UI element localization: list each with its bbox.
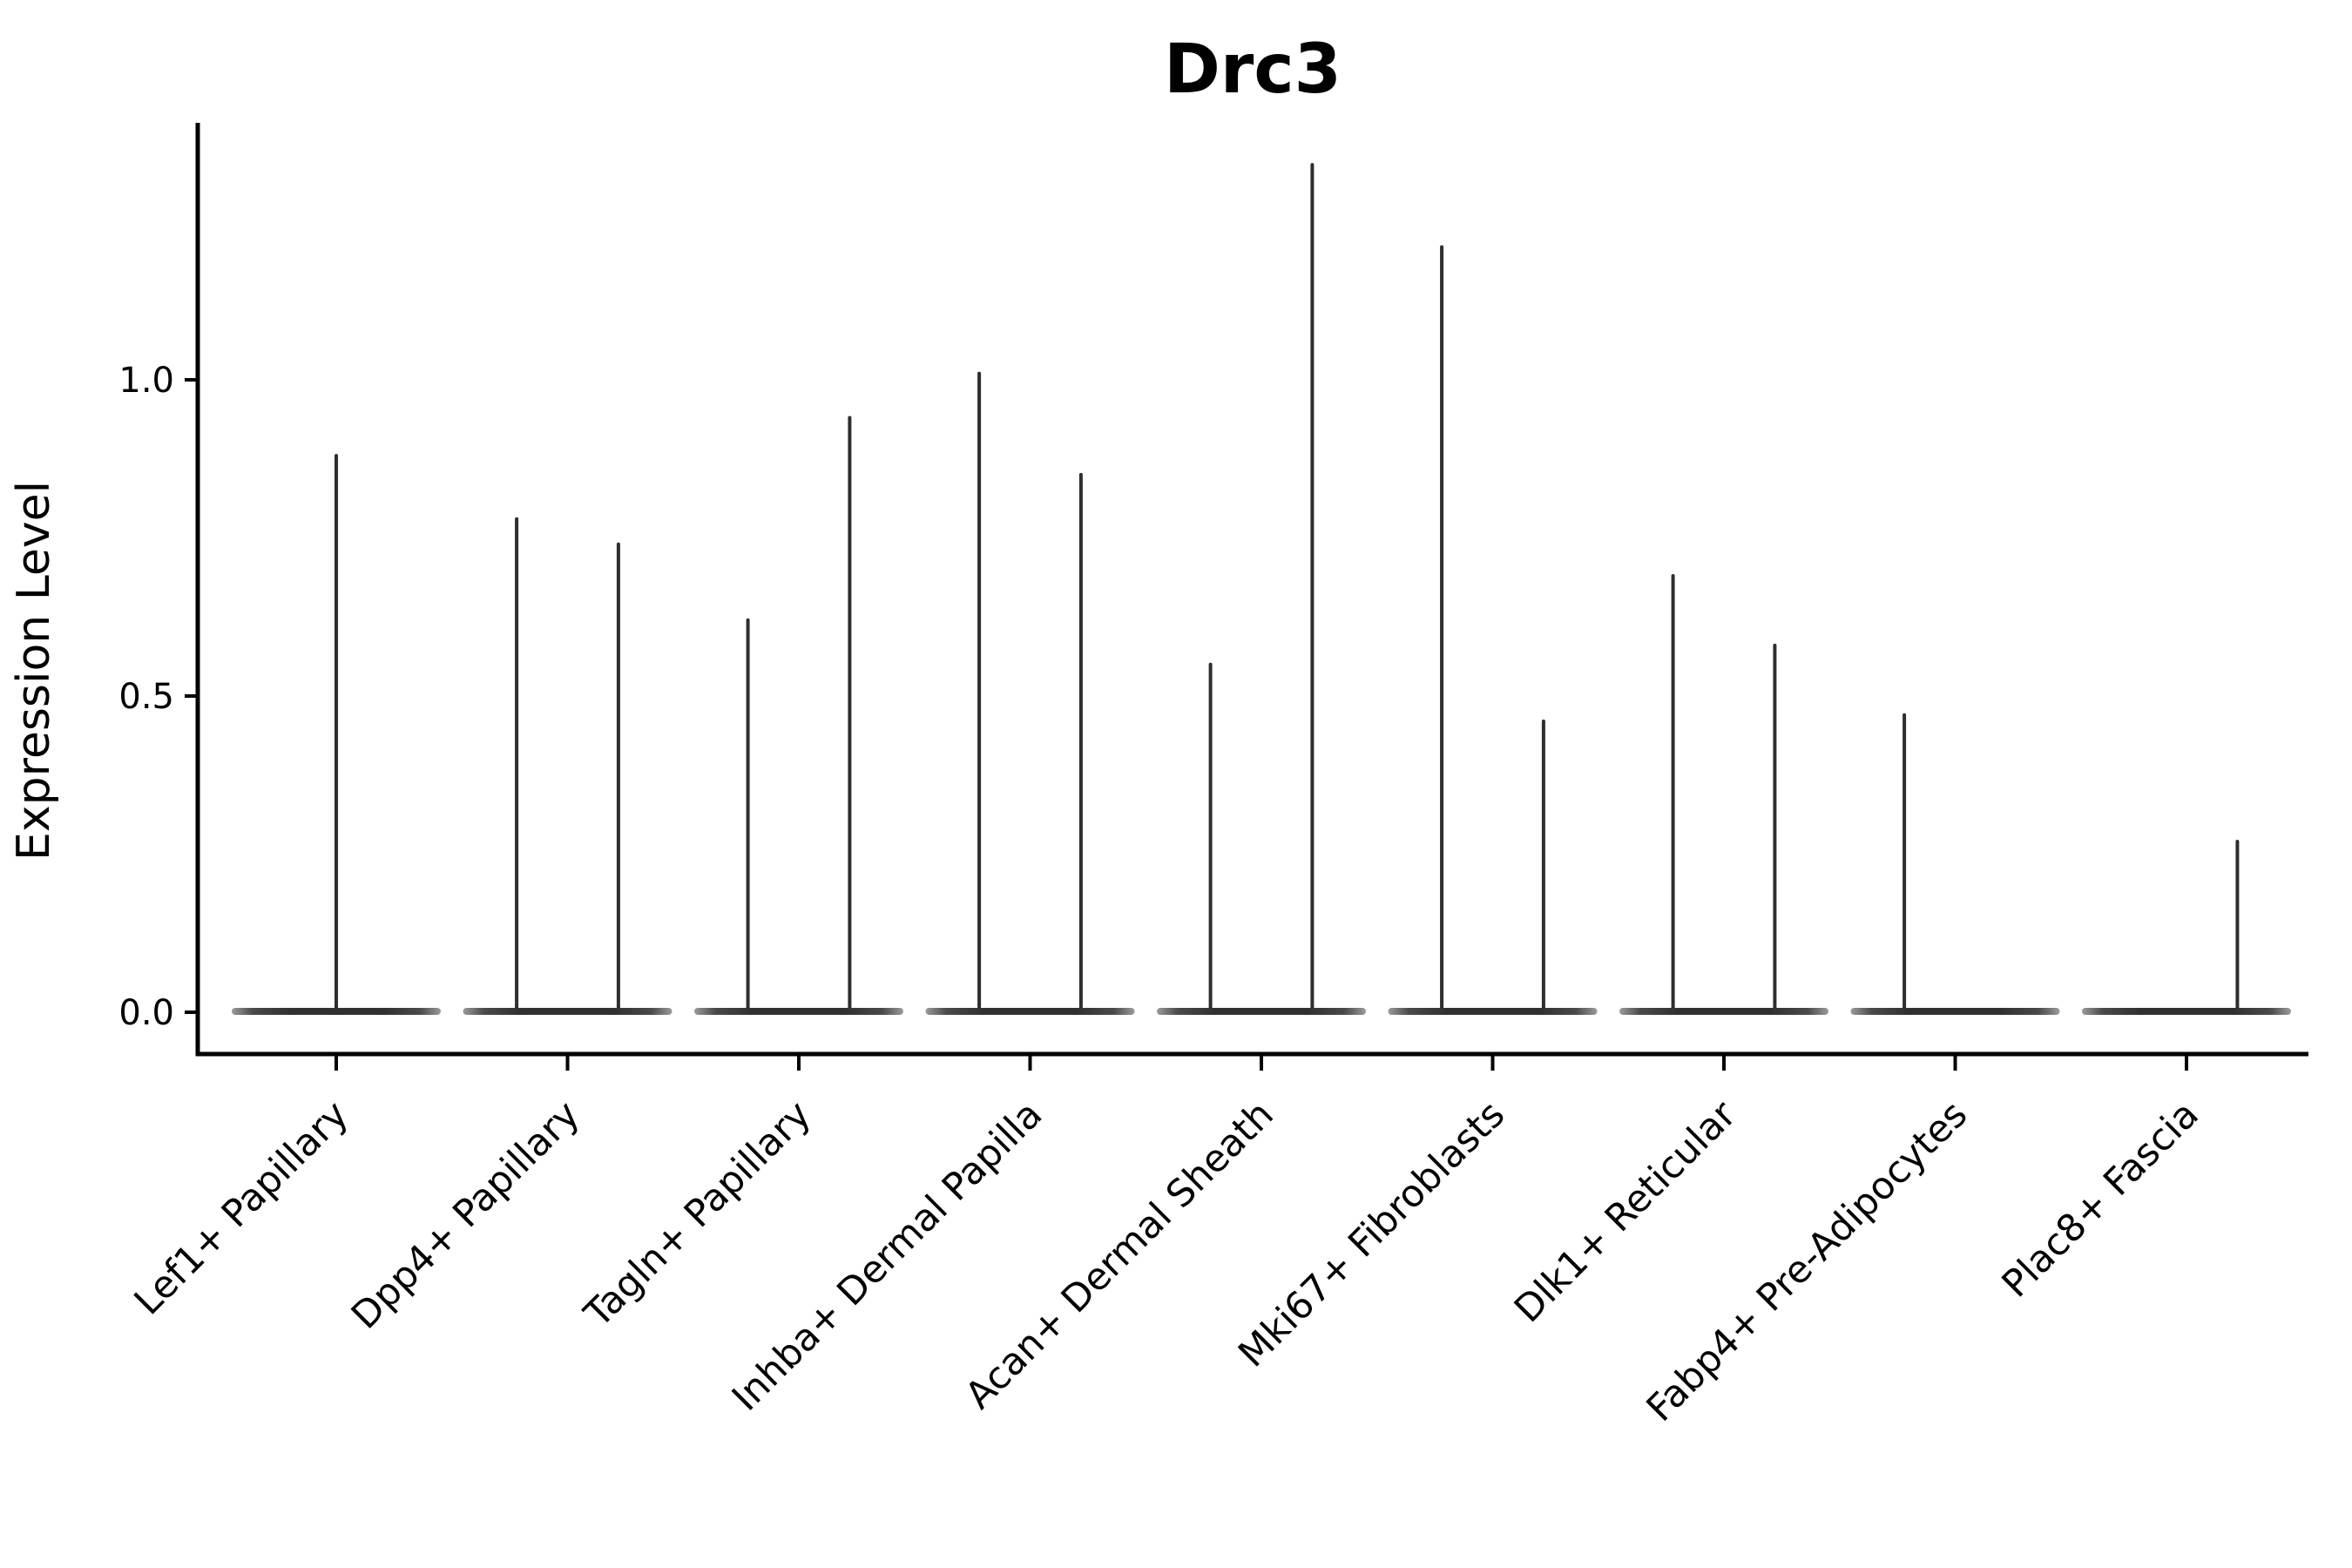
x-tick-label: Plac8+ Fascia: [1994, 1092, 2207, 1306]
violin-body: [925, 1008, 1135, 1015]
violin-body: [1157, 1008, 1366, 1015]
violin-body: [463, 1008, 672, 1015]
violin-body: [1850, 1008, 2060, 1015]
x-tick-label: Tagln+ Papillary: [576, 1092, 820, 1336]
y-tick-label: 0.5: [118, 677, 174, 717]
violin-body: [1619, 1008, 1828, 1015]
x-tick-label: Lef1+ Papillary: [126, 1092, 357, 1323]
y-tick-label: 1.0: [118, 361, 174, 401]
plot-title: Drc3: [1164, 30, 1342, 109]
x-tick-label: Mki67+ Fibroblasts: [1230, 1092, 1513, 1375]
y-axis-title: Expression Level: [8, 481, 60, 861]
x-tick-label: Dlk1+ Reticular: [1506, 1092, 1745, 1331]
violin-body: [232, 1008, 441, 1015]
y-tick-label: 0.0: [118, 993, 174, 1033]
violin-body: [2082, 1008, 2291, 1015]
x-tick-label: Dpp4+ Papillary: [343, 1092, 588, 1337]
violin-body: [694, 1008, 903, 1015]
violin-body: [1388, 1008, 1598, 1015]
